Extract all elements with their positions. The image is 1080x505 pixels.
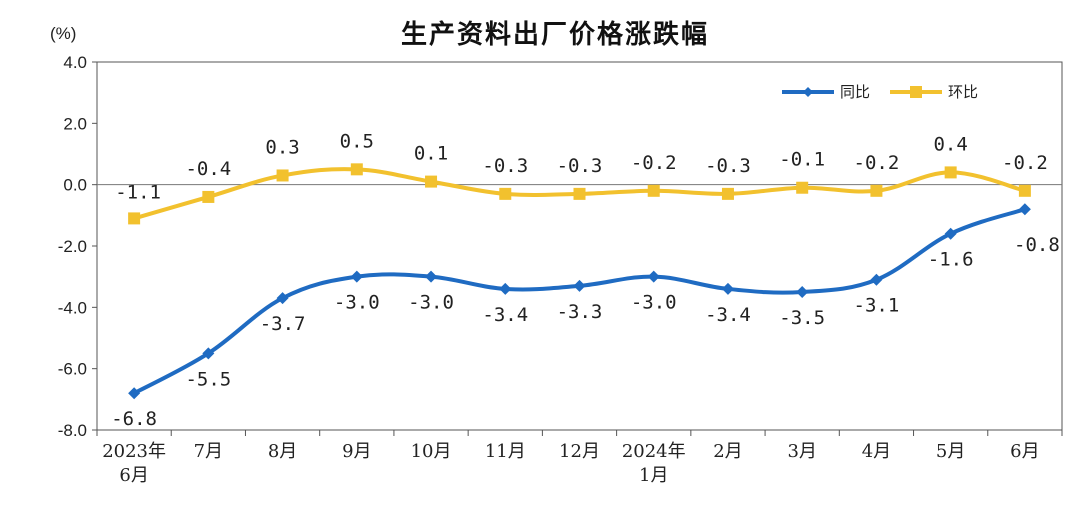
- data-point-yoy: [1018, 203, 1031, 216]
- data-label: -1.6: [928, 249, 974, 271]
- data-point-yoy: [499, 282, 512, 295]
- data-point-mom: [721, 187, 734, 200]
- axes: 4.0 2.0 0.0 -2.0 -4.0 -6.0 -8.0 2023年 6月 7月 8月 9月 10…: [58, 53, 1063, 486]
- data-point-mom: [796, 181, 809, 194]
- data-label: -3.5: [779, 307, 825, 329]
- data-label: -0.2: [854, 152, 900, 174]
- legend: 同比 环比: [782, 83, 978, 101]
- y-tick-label: 4.0: [63, 53, 87, 72]
- data-point-yoy: [796, 286, 809, 298]
- data-label: -3.3: [557, 301, 603, 323]
- data-point-yoy: [721, 282, 734, 295]
- x-tick-label: 9月: [342, 441, 371, 462]
- data-label: -0.4: [185, 158, 231, 180]
- legend-marker: [803, 87, 813, 97]
- data-label: -3.7: [260, 313, 306, 335]
- data-point-mom: [944, 166, 957, 179]
- legend-marker: [910, 86, 922, 98]
- x-tick-label: 4月: [862, 441, 891, 462]
- data-label: -0.2: [631, 152, 677, 174]
- data-label: -0.3: [705, 155, 751, 177]
- y-tick-label: -6.0: [58, 360, 87, 379]
- data-label: -0.3: [482, 155, 528, 177]
- y-tick-label: -4.0: [58, 298, 87, 317]
- data-label: -0.2: [1002, 152, 1048, 174]
- x-tick-label: 8月: [268, 441, 297, 462]
- x-tick-label: 1月: [639, 465, 668, 486]
- x-tick-label: 6月: [119, 465, 148, 486]
- data-label: -0.8: [1014, 234, 1060, 256]
- data-point-mom: [870, 184, 883, 197]
- y-tick-label: -2.0: [58, 237, 87, 256]
- legend-label: 同比: [840, 83, 870, 101]
- y-tick-label: -8.0: [58, 421, 87, 440]
- data-point-yoy: [944, 227, 957, 240]
- data-label: 0.1: [414, 143, 448, 165]
- data-point-mom: [1018, 184, 1031, 197]
- data-label: -5.5: [185, 368, 231, 390]
- data-label: -3.0: [631, 292, 677, 314]
- data-point-yoy: [647, 270, 660, 283]
- data-label: 0.3: [265, 136, 299, 158]
- data-point-yoy: [276, 292, 289, 305]
- data-point-mom: [202, 190, 215, 203]
- data-label: -0.3: [557, 155, 603, 177]
- x-tick-label: 11月: [485, 441, 526, 462]
- x-tick-label: 2024年: [622, 441, 686, 462]
- data-point-yoy: [350, 270, 363, 283]
- data-point-yoy: [202, 347, 215, 360]
- y-axis-unit: (%): [50, 24, 77, 43]
- data-label: -0.1: [779, 149, 825, 171]
- data-label: -3.4: [705, 304, 751, 326]
- y-tick-label: 0.0: [63, 176, 87, 195]
- legend-label: 环比: [948, 83, 978, 101]
- x-tick-label: 6月: [1010, 441, 1039, 462]
- data-label: -3.0: [334, 292, 380, 314]
- data-point-mom: [573, 187, 586, 200]
- x-tick-label: 3月: [787, 441, 816, 462]
- data-point-yoy: [870, 273, 883, 286]
- data-point-mom: [647, 184, 660, 197]
- data-point-mom: [276, 169, 289, 182]
- series-lines: [128, 163, 1031, 400]
- x-tick-label: 7月: [194, 441, 223, 462]
- y-tick-label: 2.0: [63, 114, 87, 133]
- data-point-mom: [499, 187, 512, 200]
- data-label: -3.0: [408, 292, 454, 314]
- x-tick-label: 10月: [411, 441, 452, 462]
- data-label: -3.4: [482, 304, 528, 326]
- data-point-mom: [350, 163, 363, 176]
- data-label: 0.4: [933, 133, 967, 155]
- plot-area: [96, 61, 1063, 431]
- x-tick-label: 2月: [713, 441, 742, 462]
- data-point-mom: [128, 212, 141, 225]
- data-label: -1.1: [115, 181, 161, 203]
- x-tick-label: 5月: [936, 441, 965, 462]
- chart-title: 生产资料出厂价格涨跌幅: [400, 20, 709, 50]
- x-tick-label: 12月: [559, 441, 600, 462]
- x-tick-label: 2023年: [102, 441, 166, 462]
- data-point-yoy: [573, 279, 586, 292]
- data-label: -6.8: [111, 408, 157, 430]
- data-labels: -6.8 -5.5 -3.7 -3.0 -3.0 -3.4 -3.3 -3.0 -3.4 -3.5…: [111, 130, 1060, 430]
- data-label: 0.5: [340, 130, 374, 152]
- data-point-yoy: [128, 387, 141, 400]
- data-label: -3.1: [854, 295, 900, 317]
- data-point-mom: [425, 175, 438, 188]
- data-point-yoy: [425, 270, 438, 283]
